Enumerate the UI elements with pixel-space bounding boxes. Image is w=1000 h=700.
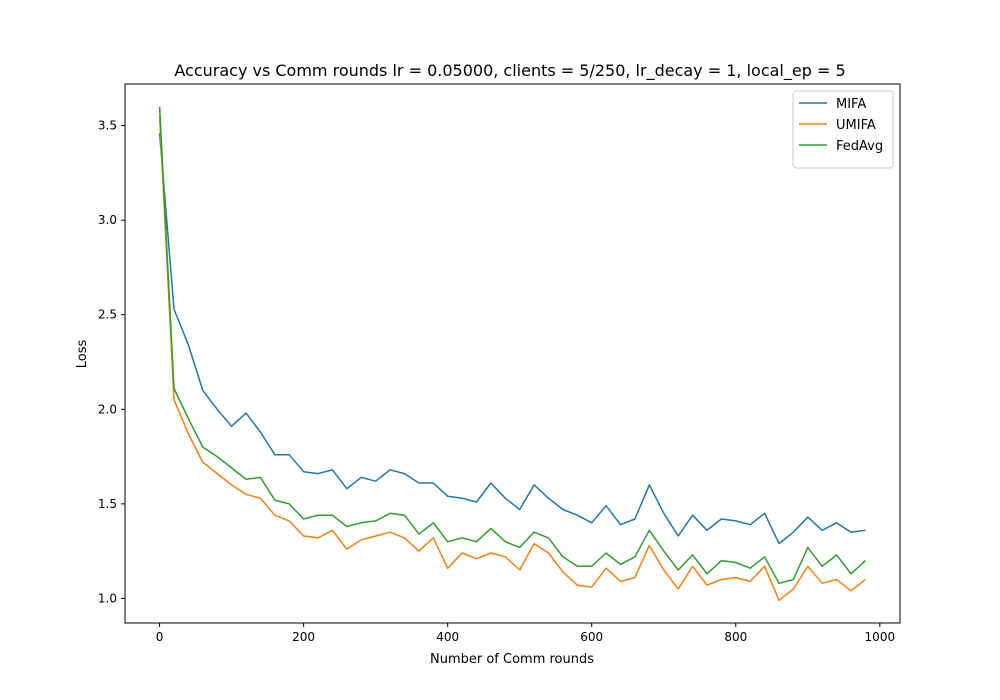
y-axis: 1.0 1.5 2.0 2.5 3.0 3.5: [98, 119, 125, 605]
x-tick-label: 1000: [865, 630, 896, 644]
series-lines: [158, 106, 866, 602]
series-line-fedavg: [158, 106, 866, 585]
legend-label-mifa: MIFA: [836, 97, 866, 112]
y-axis-label: Loss: [75, 340, 90, 369]
y-tick-label: 2.0: [98, 402, 117, 416]
series-line-mifa: [158, 133, 866, 545]
x-tick-label: 0: [156, 630, 164, 644]
y-tick-label: 3.0: [98, 213, 117, 227]
x-tick-label: 400: [436, 630, 459, 644]
y-tick-label: 1.0: [98, 591, 117, 605]
x-tick-label: 200: [292, 630, 315, 644]
x-axis: 0 200 400 600 800 1000: [156, 623, 895, 644]
x-tick-label: 800: [724, 630, 747, 644]
y-tick-label: 1.5: [98, 497, 117, 511]
chart-title: Accuracy vs Comm rounds lr = 0.05000, cl…: [174, 61, 845, 81]
series-line-umifa: [158, 116, 866, 602]
legend-label-fedavg: FedAvg: [836, 139, 883, 154]
x-axis-label: Number of Comm rounds: [430, 652, 594, 667]
legend-label-umifa: UMIFA: [836, 118, 876, 133]
y-tick-label: 3.5: [98, 119, 117, 133]
legend-box: [792, 90, 894, 169]
legend: MIFA UMIFA FedAvg: [792, 90, 894, 169]
plot-area: [124, 83, 901, 624]
x-tick-label: 600: [580, 630, 603, 644]
y-tick-label: 2.5: [98, 308, 117, 322]
